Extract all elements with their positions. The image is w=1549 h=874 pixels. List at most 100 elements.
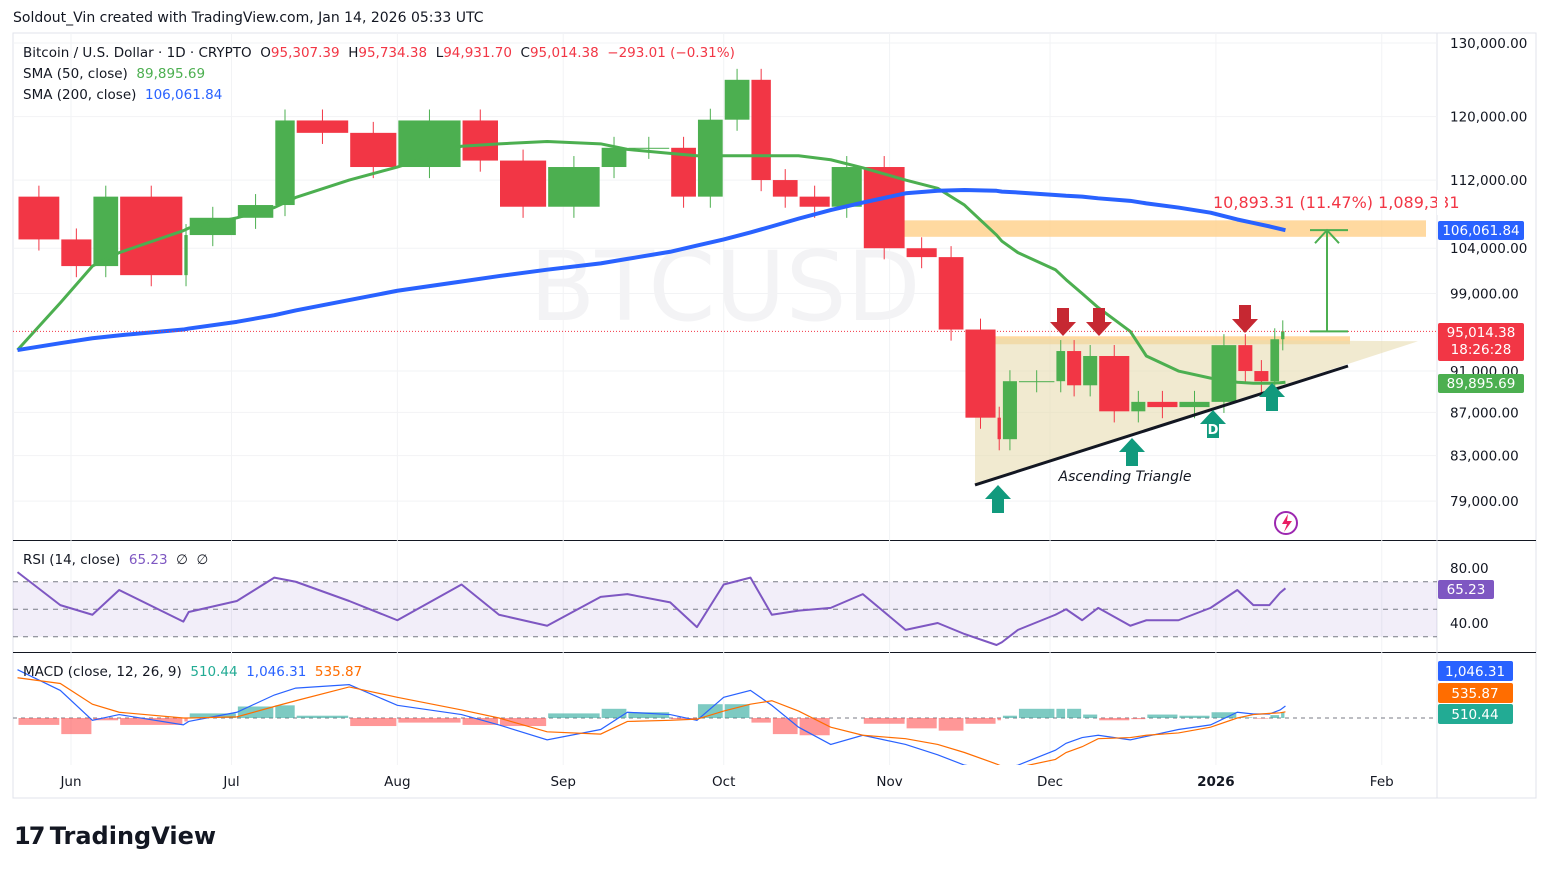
rsi-axis-tick: 40.00: [1450, 616, 1489, 632]
candle-body: [1002, 381, 1017, 440]
sma200-legend[interactable]: SMA (200, close) 106,061.84: [23, 87, 222, 103]
hist-badge: [1438, 704, 1513, 724]
macd-histogram-bar: [189, 713, 236, 718]
macd-histogram-bar: [601, 708, 627, 718]
macd-histogram-bar: [1056, 708, 1066, 718]
candle-body: [751, 79, 771, 181]
measure-arrowhead-icon: [1314, 228, 1340, 244]
macd-histogram-bar: [1254, 718, 1269, 719]
macd-histogram-bar: [548, 713, 600, 718]
candle-body: [1254, 371, 1269, 382]
rsi-extra-2: ∅: [196, 552, 209, 568]
rsi-line: [16, 571, 1287, 646]
time-axis-tick: Oct: [712, 774, 735, 790]
candle-body: [965, 329, 996, 418]
sma50-legend[interactable]: SMA (50, close) 89,895.69: [23, 66, 205, 82]
macd-badge-text: 1,046.31: [1445, 664, 1505, 680]
price-axis-tick: 112,000.00: [1450, 173, 1527, 189]
rsi-value: 65.23: [128, 552, 168, 568]
macd-legend[interactable]: MACD (close, 12, 26, 9) 510.44 1,046.31 …: [23, 664, 362, 680]
macd-histogram-bar: [1270, 715, 1280, 718]
red-down-arrow-icon: [1086, 308, 1112, 336]
sma50-value: 89,895.69: [136, 66, 206, 82]
sma200-label: SMA (200, close): [23, 87, 137, 103]
time-axis-tick: 2026: [1197, 774, 1235, 790]
green-up-arrow-icon: [1259, 383, 1285, 411]
candle-body: [548, 167, 600, 207]
signal-badge-text: 535.87: [1451, 686, 1498, 702]
chart-frame: [12, 32, 1537, 799]
macd-label: MACD (close, 12, 26, 9): [23, 664, 182, 680]
open-label: O: [260, 45, 271, 61]
signal-badge: [1438, 683, 1513, 703]
candle-body: [120, 196, 183, 276]
price-axis-tick: 79,000.00: [1450, 494, 1519, 510]
price-axis-tick: 87,000.00: [1450, 405, 1519, 421]
macd-histogram-bar: [751, 718, 771, 723]
sma200-value: 106,061.84: [145, 87, 223, 103]
macd-histogram-bar: [965, 718, 996, 724]
macd-histogram-bar: [938, 718, 964, 731]
macd-signal-line: [17, 677, 1286, 765]
sma50-line: [16, 139, 1286, 385]
candle-body: [772, 180, 798, 197]
measure-label: 10,893.31 (11.47%) 1,089,331: [1213, 193, 1460, 212]
candle-body: [1067, 351, 1082, 386]
macd-histogram-bar: [724, 704, 750, 718]
hist-badge-text: 510.44: [1451, 707, 1498, 723]
close-label: C: [520, 45, 530, 61]
candle-body: [1083, 355, 1098, 386]
candle-body: [189, 217, 236, 236]
candle-body: [724, 79, 750, 120]
sma200-price-badge: [1438, 221, 1524, 240]
macd-histogram-bar: [398, 718, 461, 723]
axis-mask: [1437, 190, 1445, 215]
sma200-line: [17, 187, 1286, 353]
lightning-icon: [1274, 511, 1298, 535]
open-value: 95,307.39: [270, 45, 340, 61]
candle-body: [628, 147, 670, 149]
candle-body: [296, 120, 349, 133]
macd-histogram-bar: [863, 718, 905, 724]
ascending-trendline: [974, 364, 1349, 487]
tradingview-logo[interactable]: 𝟭𝟳 TradingView: [14, 822, 216, 850]
macd-histogram-bar: [296, 715, 349, 718]
macd-histogram-bar: [462, 718, 498, 725]
macd-histogram-bar: [1179, 715, 1210, 718]
candle-body: [462, 120, 498, 161]
macd-histogram-bar: [1099, 718, 1130, 721]
candle-body: [398, 120, 461, 168]
candle-body: [184, 235, 188, 276]
macd-histogram-bar: [671, 718, 696, 720]
macd-histogram-bar: [1131, 718, 1146, 720]
macd-histogram-bar: [500, 718, 547, 727]
last-price-badge: [1438, 323, 1524, 361]
rsi-legend[interactable]: RSI (14, close) 65.23 ∅ ∅: [23, 552, 208, 568]
candle-body: [906, 248, 937, 258]
tv-logo-mark-icon: 𝟭𝟳: [14, 822, 50, 850]
macd-histogram-bar: [1067, 708, 1082, 718]
red-down-arrow-icon: [1232, 305, 1258, 333]
pattern-label: Ascending Triangle: [1058, 469, 1192, 485]
candle-body: [1018, 381, 1055, 383]
macd-histogram-bar: [1018, 708, 1055, 718]
macd-badge: [1438, 661, 1513, 681]
macd-signal-value: 535.87: [314, 664, 363, 680]
price-axis-tick: 120,000.00: [1450, 110, 1527, 126]
candle-body: [697, 119, 723, 197]
candle-body: [1281, 331, 1285, 340]
symbol-name[interactable]: Bitcoin / U.S. Dollar · 1D · CRYPTO: [23, 45, 252, 61]
candle-body: [997, 417, 1001, 440]
price-axis-tick: 99,000.00: [1450, 287, 1519, 303]
candle-body: [1211, 345, 1237, 402]
time-axis-tick: Jun: [59, 774, 81, 790]
lightning-bolt-icon: [1282, 514, 1292, 532]
green-up-arrow-icon: [985, 485, 1011, 513]
macd-histogram-bar: [18, 718, 60, 725]
last-price-badge-countdown: 18:26:28: [1451, 342, 1512, 358]
time-axis-tick: Dec: [1037, 774, 1063, 790]
sma200-price-badge-text: 106,061.84: [1442, 223, 1519, 239]
point-d-label: D: [1208, 423, 1219, 438]
